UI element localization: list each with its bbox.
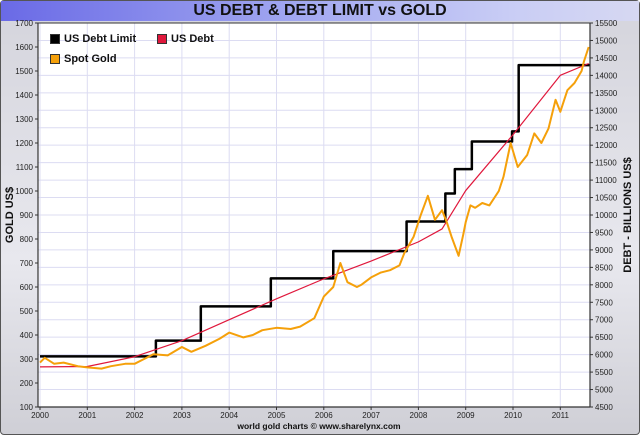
y-tick-label-right: 9000 <box>595 246 613 255</box>
y-tick-label-left: 400 <box>20 331 34 340</box>
y-tick-label-right: 5000 <box>595 386 613 395</box>
y-tick-label-right: 11000 <box>595 176 617 185</box>
x-tick-label: 2007 <box>362 411 380 420</box>
x-tick-label: 2003 <box>173 411 191 420</box>
y-tick-label-left: 800 <box>20 235 34 244</box>
y-tick-label-right: 12000 <box>595 141 618 150</box>
y-tick-label-right: 7500 <box>595 298 613 307</box>
y-tick-label-left: 1000 <box>15 187 33 196</box>
credit-text: world gold charts © www.sharelynx.com <box>237 421 401 431</box>
y-tick-label-right: 14500 <box>595 54 618 63</box>
y-tick-label-left: 1300 <box>15 115 33 124</box>
legend-label: Spot Gold <box>64 53 117 65</box>
y-tick-label-left: 1200 <box>15 139 33 148</box>
y-tick-label-left: 1500 <box>15 67 33 76</box>
y-tick-label-left: 600 <box>20 283 34 292</box>
y-tick-label-left: 100 <box>20 403 34 412</box>
series-group <box>39 46 591 370</box>
y-tick-label-left: 900 <box>20 211 34 220</box>
title-bar: US DEBT & DEBT LIMIT vs GOLD <box>1 1 639 21</box>
y-tick-label-right: 5500 <box>595 368 613 377</box>
y-tick-label-right: 10500 <box>595 194 618 203</box>
y-tick-label-left: 1100 <box>16 163 34 172</box>
y-tick-label-left: 1400 <box>15 91 33 100</box>
y-tick-label-right: 4500 <box>595 403 613 412</box>
legend-item-gold: Spot Gold <box>50 53 117 65</box>
axes: 100 200 300 400 500 600 700 800 900 1000 1100 1200 1… <box>15 19 618 420</box>
legend-item-debt-limit: US Debt Limit <box>50 33 136 45</box>
y-tick-label-right: 13000 <box>595 106 618 115</box>
y-tick-label-left: 300 <box>20 355 34 364</box>
y-tick-label-left: 500 <box>20 307 34 316</box>
chart-title: US DEBT & DEBT LIMIT vs GOLD <box>193 2 447 19</box>
x-tick-label: 2008 <box>410 411 428 420</box>
y-tick-label-right: 15000 <box>595 36 618 45</box>
y-tick-label-right: 9500 <box>595 228 613 237</box>
y-tick-label-right: 10000 <box>595 211 618 220</box>
x-tick-label: 2000 <box>31 411 49 420</box>
y-tick-label-right: 11500 <box>595 159 617 168</box>
y-tick-label-right: 15500 <box>595 19 618 28</box>
series-line-us-debt <box>39 62 589 368</box>
legend-item-debt: US Debt <box>157 33 214 45</box>
y-tick-label-right: 6000 <box>595 351 613 360</box>
legend-label: US Debt Limit <box>64 33 137 45</box>
series-line-spot-gold <box>39 46 590 370</box>
y-tick-label-right: 8500 <box>595 263 613 272</box>
legend-swatch-orange <box>50 54 60 64</box>
x-tick-label: 2001 <box>78 411 96 420</box>
legend-swatch-red <box>157 34 167 44</box>
x-tick-label: 2005 <box>268 411 286 420</box>
y-tick-label-right: 14000 <box>595 71 618 80</box>
y-tick-label-left: 1600 <box>15 43 33 52</box>
x-tick-label: 2002 <box>126 411 144 420</box>
y-tick-label-left: 1700 <box>15 19 33 28</box>
x-tick-label: 2010 <box>504 411 522 420</box>
y-tick-label-left: 200 <box>20 379 34 388</box>
legend-label: US Debt <box>171 33 214 45</box>
legend-swatch-black <box>50 34 60 44</box>
y-tick-label-right: 6500 <box>595 333 613 342</box>
y-axis-left-label: GOLD US$ <box>4 187 16 243</box>
y-tick-label-right: 13500 <box>595 89 618 98</box>
y-tick-label-right: 12500 <box>595 124 618 133</box>
y-axis-right-label: DEBT - BILLIONS US$ <box>622 157 634 273</box>
x-tick-label: 2011 <box>552 411 570 420</box>
y-tick-label-right: 8000 <box>595 281 613 290</box>
x-tick-label: 2009 <box>457 411 475 420</box>
x-tick-label: 2006 <box>315 411 333 420</box>
y-tick-label-right: 7000 <box>595 316 613 325</box>
x-tick-label: 2004 <box>220 411 238 420</box>
y-tick-label-left: 700 <box>20 259 34 268</box>
